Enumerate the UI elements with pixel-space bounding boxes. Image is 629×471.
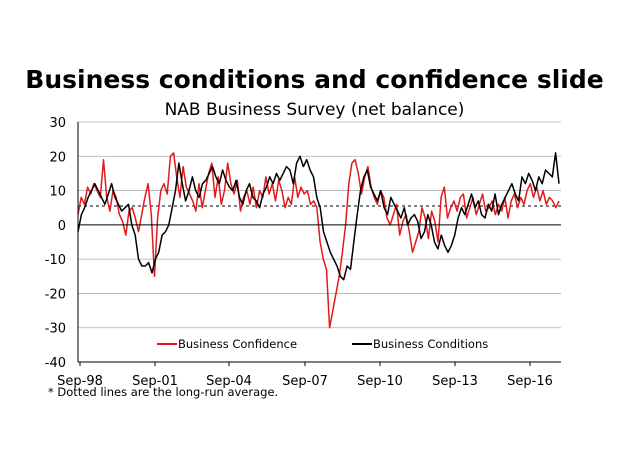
x-tick-label: Sep-16 xyxy=(507,374,553,389)
y-tick-label: 0 xyxy=(58,219,66,234)
chart-footnote: * Dotted lines are the long-run average. xyxy=(48,385,279,399)
legend-label: Business Conditions xyxy=(373,337,488,351)
series-line-business-conditions xyxy=(77,152,560,281)
y-tick-label: 20 xyxy=(49,150,66,165)
x-tick-label: Sep-01 xyxy=(132,374,178,389)
chart-title: Business conditions and confidence slide xyxy=(25,65,604,94)
y-tick-label: -40 xyxy=(45,356,66,371)
y-tick-label: -20 xyxy=(45,287,66,302)
y-tick-label: 10 xyxy=(49,185,66,200)
legend-label: Business Confidence xyxy=(178,337,297,351)
x-tick-label: Sep-07 xyxy=(282,374,328,389)
y-tick-label: 30 xyxy=(49,116,66,131)
series-line-business-confidence xyxy=(77,152,560,329)
x-tick-label: Sep-98 xyxy=(57,374,103,389)
chart-subtitle: NAB Business Survey (net balance) xyxy=(164,100,465,120)
x-tick-label: Sep-04 xyxy=(206,374,252,389)
y-tick-label: -30 xyxy=(45,322,66,337)
x-tick-label: Sep-10 xyxy=(357,374,403,389)
y-tick-label: -10 xyxy=(45,253,66,268)
x-tick-label: Sep-13 xyxy=(432,374,478,389)
